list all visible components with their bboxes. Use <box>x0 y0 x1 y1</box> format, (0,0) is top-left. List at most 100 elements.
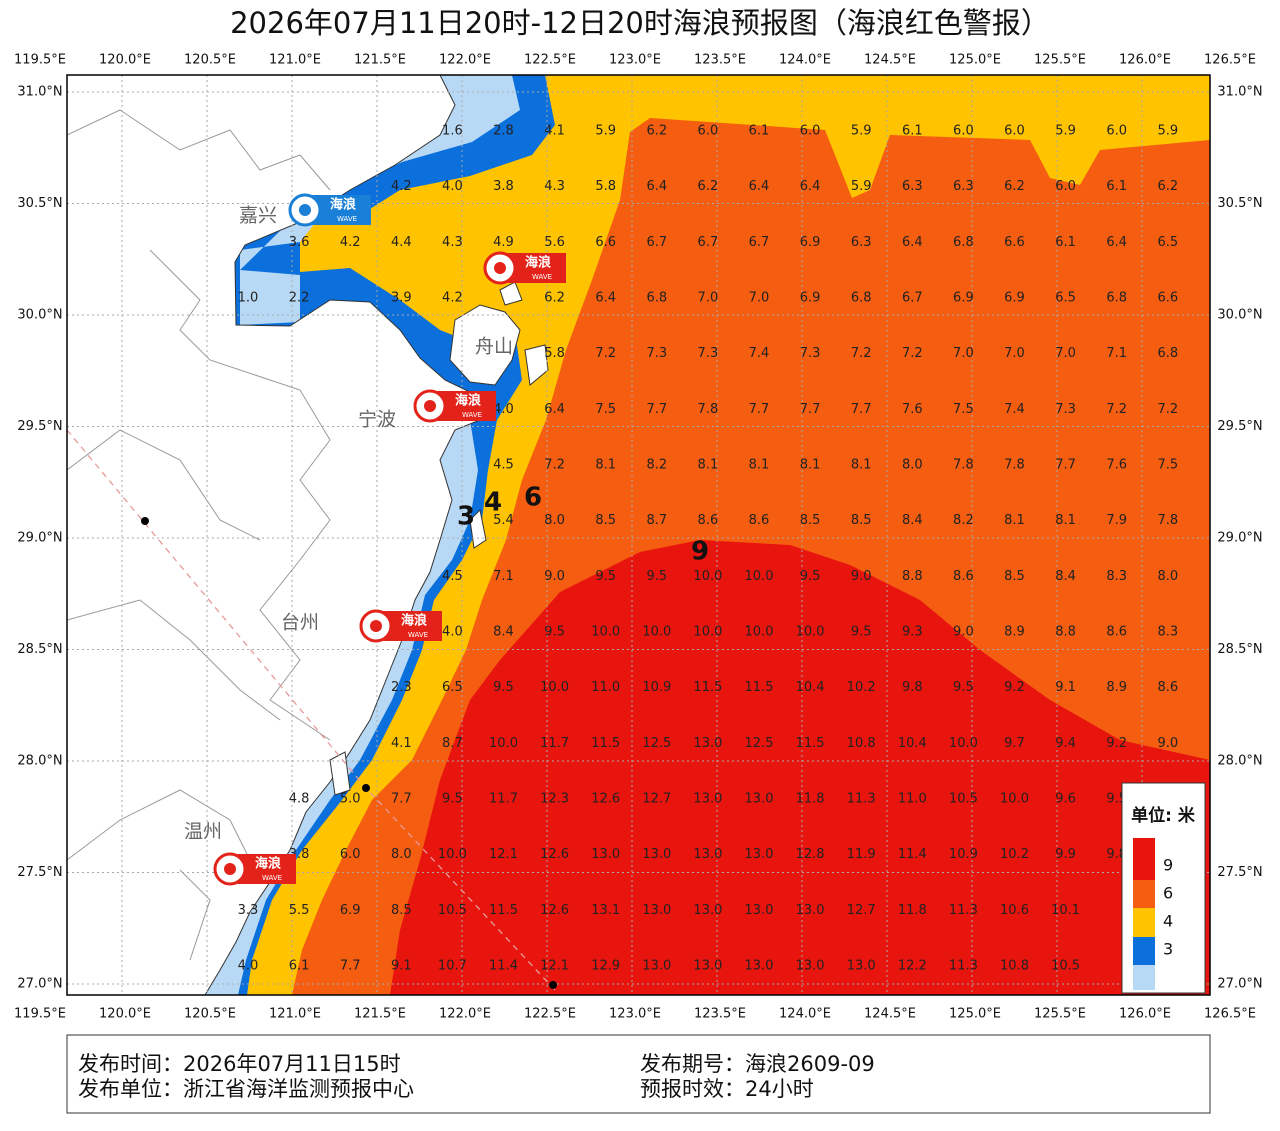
wave-height: 5.5 <box>289 903 310 918</box>
wave-height: 10.4 <box>796 680 825 695</box>
lon-label-bottom: 121.5°E <box>354 1007 406 1022</box>
wave-height: 9.4 <box>1055 736 1076 751</box>
wave-height: 9.1 <box>1055 680 1076 695</box>
wave-height: 6.3 <box>902 179 923 194</box>
wave-height: 10.5 <box>1051 959 1080 974</box>
province-boundaries <box>67 109 331 961</box>
wave-height: 13.0 <box>591 847 620 862</box>
wave-height: 8.1 <box>1055 513 1076 528</box>
lat-label-right: 28.0°N <box>1217 754 1262 769</box>
wave-height: 12.9 <box>591 959 620 974</box>
badge-sublabel: WAVE <box>408 631 428 639</box>
wave-height: 7.2 <box>544 458 565 473</box>
wave-height: 8.7 <box>442 736 463 751</box>
wave-height: 9.2 <box>1004 680 1025 695</box>
footer-valid: 预报时效：24小时 <box>640 1077 814 1101</box>
wave-height: 10.0 <box>642 625 671 640</box>
legend-label: 4 <box>1163 912 1173 931</box>
wave-height: 2.3 <box>391 680 412 695</box>
wave-height: 6.2 <box>1004 179 1025 194</box>
wave-height: 10.1 <box>1051 903 1080 918</box>
wave-height: 11.8 <box>796 792 825 807</box>
wave-height: 6.1 <box>1055 235 1076 250</box>
wave-height: 6.8 <box>851 291 872 306</box>
wave-height: 1.0 <box>238 291 259 306</box>
wave-height: 10.6 <box>1000 903 1029 918</box>
wave-height: 5.9 <box>1157 124 1178 139</box>
footer-box <box>66 1034 1211 1114</box>
wave-height: 13.0 <box>693 736 722 751</box>
wave-height: 6.4 <box>544 402 565 417</box>
legend-label: 9 <box>1163 856 1173 875</box>
wave-height: 2.2 <box>289 291 310 306</box>
wave-height: 10.0 <box>745 569 774 584</box>
wave-height: 9.5 <box>646 569 667 584</box>
wave-height: 9.6 <box>1055 792 1076 807</box>
wave-height: 13.0 <box>693 792 722 807</box>
wave-height: 9.5 <box>851 625 872 640</box>
city-label: 台州 <box>281 612 319 634</box>
wave-height: 9.5 <box>953 680 974 695</box>
wave-height: 4.0 <box>493 402 514 417</box>
wave-height: 8.7 <box>646 513 667 528</box>
wave-height: 13.0 <box>693 959 722 974</box>
wave-height: 7.5 <box>1157 458 1178 473</box>
wave-height: 9.1 <box>391 959 412 974</box>
lon-label-bottom: 123.5°E <box>694 1007 746 1022</box>
wave-height: 4.2 <box>391 179 412 194</box>
wave-height: 6.9 <box>1004 291 1025 306</box>
wave-height: 6.8 <box>1157 346 1178 361</box>
wave-height: 6.7 <box>698 235 719 250</box>
wave-height: 6.2 <box>544 291 565 306</box>
wave-height: 6.9 <box>800 291 821 306</box>
lat-label-left: 28.0°N <box>17 754 62 769</box>
wave-height: 6.8 <box>953 235 974 250</box>
wave-height: 8.3 <box>1157 625 1178 640</box>
wave-height: 11.5 <box>796 736 825 751</box>
wave-height: 11.4 <box>489 959 518 974</box>
wave-height: 11.0 <box>898 792 927 807</box>
lon-label-bottom: 126.5°E <box>1204 1007 1256 1022</box>
wave-height: 7.6 <box>902 402 923 417</box>
wave-height: 10.0 <box>438 847 467 862</box>
wave-height: 7.0 <box>1004 346 1025 361</box>
zhoushan-island <box>449 304 521 386</box>
track-point <box>141 517 149 525</box>
wave-height: 8.0 <box>544 513 565 528</box>
zone-9-plus <box>390 540 1210 995</box>
legend-label: 6 <box>1163 884 1173 903</box>
wave-height: 6.6 <box>595 235 616 250</box>
wave-height: 7.5 <box>595 402 616 417</box>
wave-height: 8.8 <box>902 569 923 584</box>
wave-height: 12.8 <box>796 847 825 862</box>
wave-height: 4.2 <box>442 291 463 306</box>
lon-label-top: 119.5°E <box>14 53 66 68</box>
wave-height: 10.2 <box>1000 847 1029 862</box>
wave-height: 3.8 <box>493 179 514 194</box>
wave-height: 6.3 <box>851 235 872 250</box>
wave-height: 5.8 <box>544 346 565 361</box>
wave-height: 6.4 <box>595 291 616 306</box>
wave-height: 12.3 <box>540 792 569 807</box>
lat-label-left: 29.5°N <box>17 419 62 434</box>
wave-height: 9.0 <box>851 569 872 584</box>
wave-height: 11.9 <box>847 847 876 862</box>
wave-badge: 海浪 WAVE <box>359 609 442 643</box>
legend-swatch <box>1133 937 1155 965</box>
wave-height: 6.4 <box>902 235 923 250</box>
wave-height: 8.1 <box>595 458 616 473</box>
wave-height: 8.4 <box>493 625 514 640</box>
lon-label-top: 125.5°E <box>1034 53 1086 68</box>
wave-height: 11.0 <box>591 680 620 695</box>
lon-label-top: 121.5°E <box>354 53 406 68</box>
badge-icon-core <box>424 400 436 412</box>
badge-label: 海浪 <box>525 255 551 271</box>
wave-height: 8.5 <box>851 513 872 528</box>
wave-height: 5.9 <box>1055 124 1076 139</box>
lon-label-top: 120.0°E <box>99 53 151 68</box>
wave-height: 6.6 <box>1157 291 1178 306</box>
badge-sublabel: WAVE <box>337 215 357 223</box>
lon-label-bottom: 124.0°E <box>779 1007 831 1022</box>
wave-height: 4.5 <box>442 569 463 584</box>
wave-height: 7.8 <box>698 402 719 417</box>
